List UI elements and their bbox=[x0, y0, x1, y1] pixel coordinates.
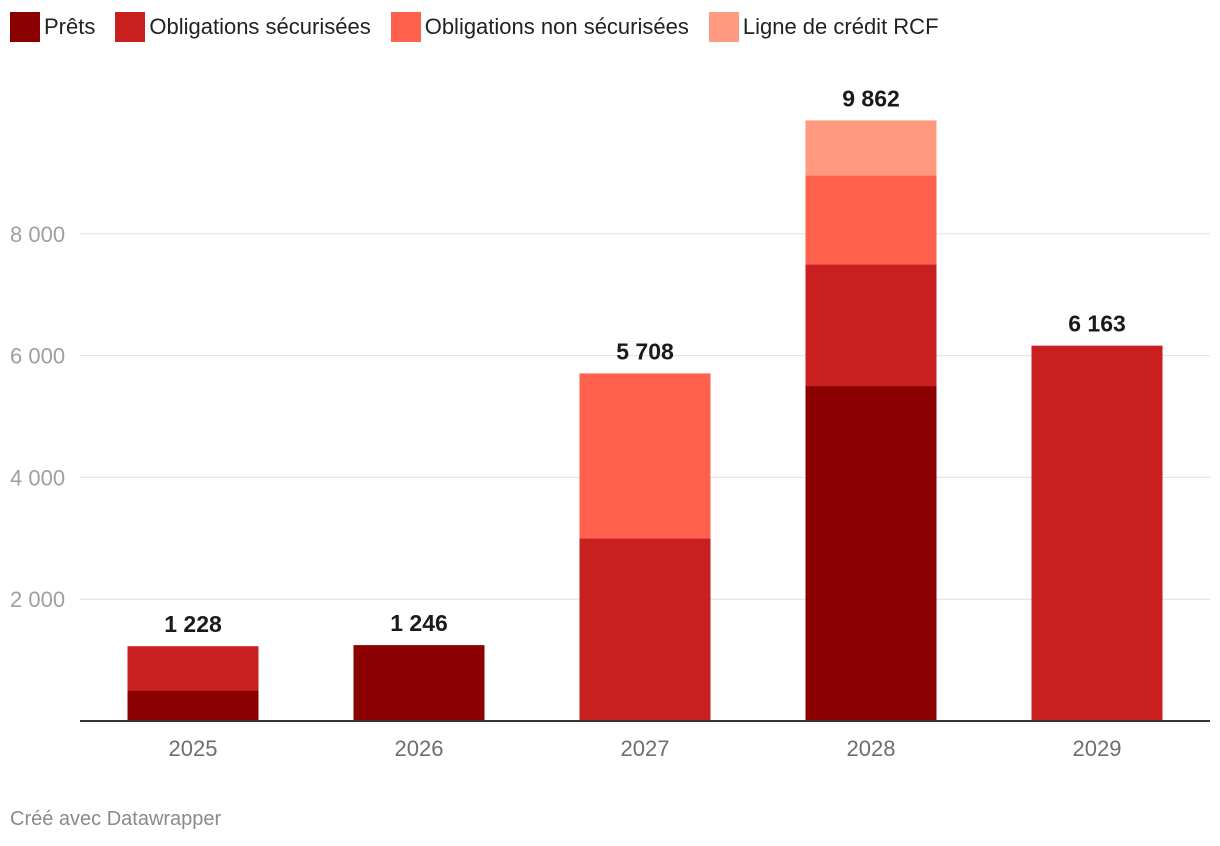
legend-swatch bbox=[390, 12, 421, 42]
bar-segment bbox=[579, 538, 711, 721]
bars bbox=[127, 120, 1163, 721]
x-tick-label: 2025 bbox=[169, 736, 218, 761]
y-tick-label: 6 000 bbox=[10, 344, 65, 369]
bar-total-labels: 1 228 1 246 5 708 9 862 6 163 bbox=[164, 85, 1126, 637]
legend-item-prets: Prêts bbox=[10, 12, 95, 42]
bar-segment bbox=[579, 373, 711, 539]
bar-segment bbox=[805, 120, 937, 176]
legend-swatch bbox=[10, 12, 40, 42]
x-tick-label: 2026 bbox=[395, 736, 444, 761]
y-tick-label: 8 000 bbox=[10, 222, 65, 247]
legend-label: Obligations non sécurisées bbox=[424, 14, 689, 39]
bar-segment bbox=[1031, 345, 1163, 721]
legend-item-ligne-de-credit-rcf: Ligne de crédit RCF bbox=[708, 12, 939, 42]
bar-total-label: 1 246 bbox=[390, 610, 448, 636]
bar-segment bbox=[127, 646, 259, 691]
bar-segment bbox=[353, 645, 485, 721]
y-axis-ticks: 2 000 4 000 6 000 8 000 bbox=[10, 222, 65, 612]
x-tick-label: 2027 bbox=[621, 736, 670, 761]
legend-swatch bbox=[115, 12, 146, 42]
bar-segment bbox=[127, 690, 259, 721]
bar-total-label: 6 163 bbox=[1068, 311, 1126, 337]
legend-label: Prêts bbox=[44, 14, 96, 39]
legend-item-obligations-non-securisees: Obligations non sécurisées bbox=[390, 12, 689, 42]
y-tick-label: 4 000 bbox=[10, 465, 65, 490]
x-axis-ticks: 2025 2026 2027 2028 2029 bbox=[169, 736, 1122, 761]
bar-segment bbox=[805, 264, 937, 387]
legend-swatch bbox=[708, 12, 739, 42]
bar-segment bbox=[805, 175, 937, 265]
legend-label: Obligations sécurisées bbox=[149, 14, 371, 39]
legend-item-obligations-securisees: Obligations sécurisées bbox=[115, 12, 371, 42]
y-tick-label: 2 000 bbox=[10, 587, 65, 612]
bar-total-label: 1 228 bbox=[164, 611, 222, 637]
legend: Prêts Obligations sécurisées Obligations… bbox=[10, 12, 959, 42]
legend-label: Ligne de crédit RCF bbox=[742, 14, 939, 39]
bar-total-label: 5 708 bbox=[616, 338, 674, 364]
x-tick-label: 2028 bbox=[847, 736, 896, 761]
bar-total-label: 9 862 bbox=[842, 85, 900, 111]
footer-credit: Créé avec Datawrapper bbox=[10, 808, 222, 830]
bar-segment bbox=[805, 386, 937, 721]
x-tick-label: 2029 bbox=[1073, 736, 1122, 761]
